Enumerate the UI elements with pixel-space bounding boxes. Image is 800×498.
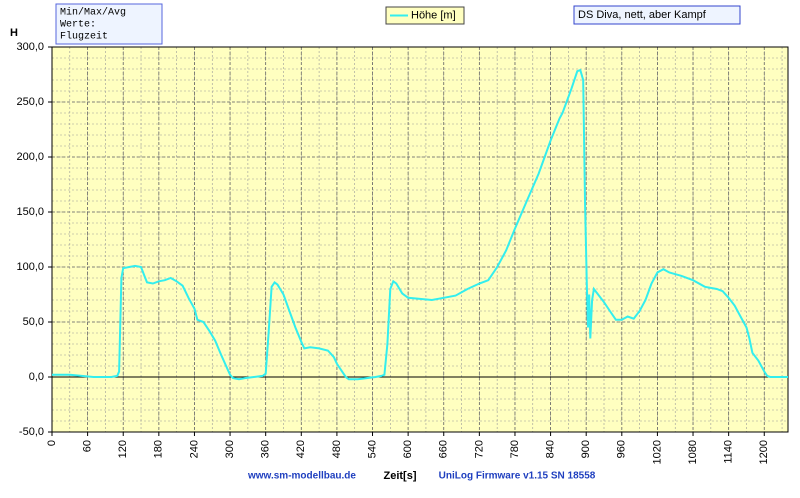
x-tick-label: 840 [544, 440, 556, 458]
y-tick-label: 200,0 [16, 151, 44, 163]
x-tick-label: 420 [295, 440, 307, 458]
x-tick-label: 540 [366, 440, 378, 458]
info-box: Min/Max/Avg Werte: Flugzeit [55, 3, 163, 45]
y-tick-label: -50,0 [19, 426, 44, 438]
x-tick-label: 480 [331, 440, 343, 458]
x-axis-label: Zeit[s] [384, 470, 417, 482]
y-tick-label: 300,0 [16, 41, 44, 53]
info-box-frame [55, 3, 163, 45]
x-tick-label: 300 [224, 440, 236, 458]
x-tick-label: 720 [473, 440, 485, 458]
x-tick-label: 780 [509, 440, 521, 458]
x-tick-label: 180 [153, 440, 165, 458]
plot-background [52, 47, 788, 432]
footer-left: www.sm-modellbau.de [247, 471, 356, 482]
x-tick-label: 960 [616, 440, 628, 458]
x-tick-label: 1140 [723, 440, 735, 464]
x-tick-label: 240 [188, 440, 200, 458]
x-tick-label: 360 [260, 440, 272, 458]
x-tick-label: 660 [438, 440, 450, 458]
info-line: Min/Max/Avg [60, 7, 126, 19]
x-tick-label: 1200 [758, 440, 770, 464]
y-axis-label: H [10, 27, 18, 39]
y-tick-label: 100,0 [16, 261, 44, 273]
info-line: Werte: [60, 20, 96, 31]
y-tick-label: 150,0 [16, 206, 44, 218]
legend-label: Höhe [m] [411, 9, 456, 21]
title-box [573, 5, 741, 25]
x-tick-label: 120 [117, 440, 129, 458]
footer-right: UniLog Firmware v1.15 SN 18558 [439, 471, 596, 482]
x-tick-label: 1080 [687, 440, 699, 464]
plot-area [48, 46, 789, 436]
x-tick-label: 60 [82, 440, 94, 452]
y-tick-label: 50,0 [23, 316, 44, 328]
x-tick-label: 900 [580, 440, 592, 458]
y-tick-label: 250,0 [16, 96, 44, 108]
x-tick-label: 0 [46, 440, 58, 446]
series-line [52, 68, 788, 381]
x-tick-label: 1020 [651, 440, 663, 464]
y-tick-label: 0,0 [29, 371, 44, 383]
plot-frame [51, 46, 789, 433]
x-tick-label: 600 [402, 440, 414, 458]
info-line: Flugzeit [60, 31, 108, 43]
legend-box [385, 6, 465, 25]
chart-title: DS Diva, nett, aber Kampf [578, 9, 707, 21]
